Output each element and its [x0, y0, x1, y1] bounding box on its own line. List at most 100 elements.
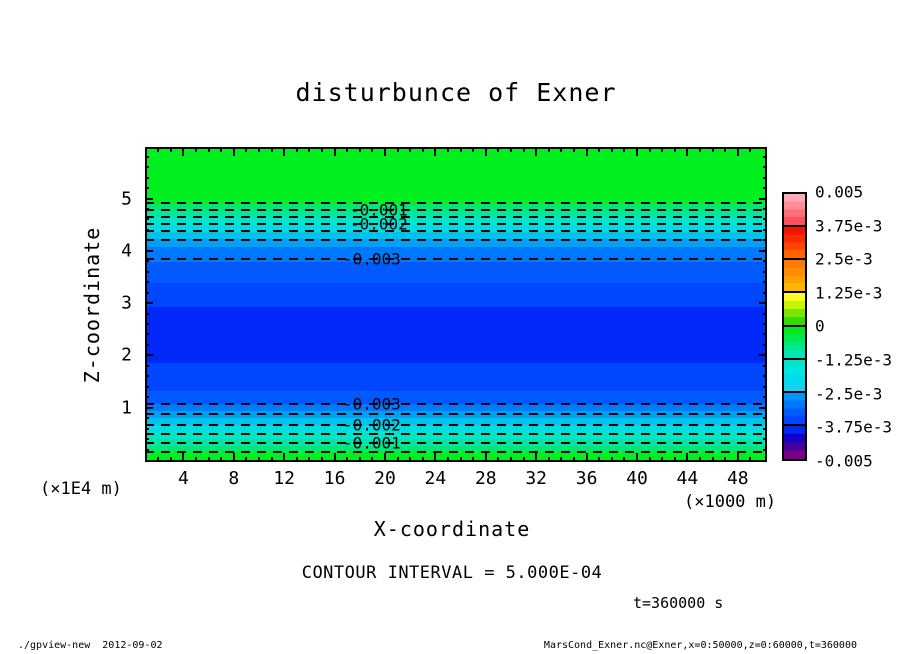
y-axis-tick-label: 2 [121, 344, 132, 366]
y-axis-tick [145, 427, 149, 430]
y-axis-units: (×1E4 m) [40, 479, 122, 499]
colorbar-tick-label: 2.5e-3 [815, 249, 873, 269]
x-axis-tick [686, 147, 689, 156]
x-axis-tick [560, 457, 563, 462]
x-axis-tick [484, 147, 487, 156]
y-axis-tick [145, 438, 149, 441]
x-axis-tick [648, 457, 651, 462]
x-axis-tick [573, 147, 575, 152]
y-axis-tick [759, 406, 767, 409]
x-axis-tick [207, 457, 210, 462]
y-axis-tick [145, 343, 149, 346]
colorbar-segment [784, 260, 805, 294]
x-axis-tick [636, 147, 638, 156]
y-axis-tick [145, 302, 153, 305]
contour-line [145, 413, 767, 415]
x-axis-tick [484, 453, 487, 462]
x-axis-tick [447, 457, 449, 462]
x-axis-tick [661, 147, 664, 152]
x-axis-tick [472, 147, 475, 152]
x-axis-tick [283, 147, 286, 156]
x-axis-tick [434, 453, 437, 462]
x-axis-tick [736, 453, 739, 462]
field-band [145, 283, 767, 307]
y-axis-tick [145, 218, 149, 221]
y-axis-tick [145, 448, 149, 451]
x-axis-tick-label: 4 [177, 468, 189, 489]
y-axis-tick [145, 228, 149, 231]
x-axis-tick [711, 457, 714, 462]
x-axis-tick [396, 457, 399, 462]
field-band [145, 363, 767, 391]
x-axis-tick [560, 147, 563, 152]
x-axis-tick [182, 453, 185, 462]
colorbar-segment [784, 293, 805, 327]
x-axis-tick [510, 147, 512, 152]
x-axis-tick [459, 457, 462, 462]
x-axis-tick [346, 147, 349, 152]
x-axis-tick [207, 147, 210, 152]
colorbar-segment [784, 227, 805, 261]
x-axis-tick [686, 453, 689, 462]
y-axis-tick [145, 385, 149, 388]
colorbar-tick-label: 3.75e-3 [815, 216, 883, 236]
field-band [145, 418, 767, 425]
field-bands [145, 147, 767, 462]
colorbar-tick-label: 0.005 [815, 182, 864, 202]
x-axis-tick [736, 147, 739, 156]
x-axis-tick [610, 147, 613, 152]
time-annotation: t=360000 s [633, 594, 724, 612]
x-axis-tick-label: 48 [726, 468, 749, 489]
chart-title: disturbunce of Exner [295, 78, 617, 107]
y-axis-tick [759, 249, 767, 252]
y-axis-tick [145, 417, 149, 420]
contour-line [145, 209, 767, 211]
x-axis-tick [434, 147, 437, 156]
colorbar-segment [784, 425, 805, 459]
y-axis-tick [145, 333, 149, 336]
x-axis-tick [169, 457, 172, 462]
y-axis-tick [145, 364, 149, 367]
x-axis-tick [371, 457, 374, 462]
x-axis-tick [699, 457, 701, 462]
field-band [145, 211, 767, 218]
x-axis-tick [673, 147, 676, 152]
x-axis-tick [308, 457, 311, 462]
field-band [145, 218, 767, 225]
colorbar-tick-label: 1.25e-3 [815, 283, 883, 303]
contour-label: -0.003 [343, 394, 401, 414]
y-axis-tick [145, 270, 149, 273]
field-band [145, 391, 767, 404]
y-axis-tick-label: 4 [121, 240, 132, 262]
x-axis-tick [623, 147, 626, 152]
field-band [145, 262, 767, 283]
y-axis-tick [145, 249, 153, 252]
x-axis-tick [245, 147, 248, 152]
x-axis-tick [673, 457, 676, 462]
x-axis-tick [270, 457, 273, 462]
y-axis-tick [145, 207, 149, 210]
x-axis-tick [232, 453, 235, 462]
y-axis-tick [759, 354, 767, 357]
field-band [145, 307, 767, 363]
x-axis-tick [220, 147, 223, 152]
colorbar-segment [784, 359, 805, 393]
colorbar-segment [784, 392, 805, 426]
contour-label: -0.003 [343, 249, 401, 269]
x-axis-tick [258, 457, 260, 462]
x-axis-tick [585, 453, 588, 462]
x-axis-tick-label: 24 [424, 468, 447, 489]
plot-area: -0.001 -0.002 -0.003 -0.003 -0.002 -0.001 [145, 147, 767, 462]
contour-line [145, 223, 767, 225]
x-axis-tick [699, 147, 701, 152]
contour-label: -0.001 [343, 433, 401, 453]
x-axis-tick [547, 457, 550, 462]
x-axis-tick [333, 147, 336, 156]
x-axis-tick [535, 453, 538, 462]
x-axis-tick [232, 147, 235, 156]
contour-line [145, 230, 767, 232]
x-axis-tick [648, 147, 651, 152]
x-axis-tick [547, 147, 550, 152]
contour-interval-note: CONTOUR INTERVAL = 5.000E-04 [301, 563, 603, 583]
